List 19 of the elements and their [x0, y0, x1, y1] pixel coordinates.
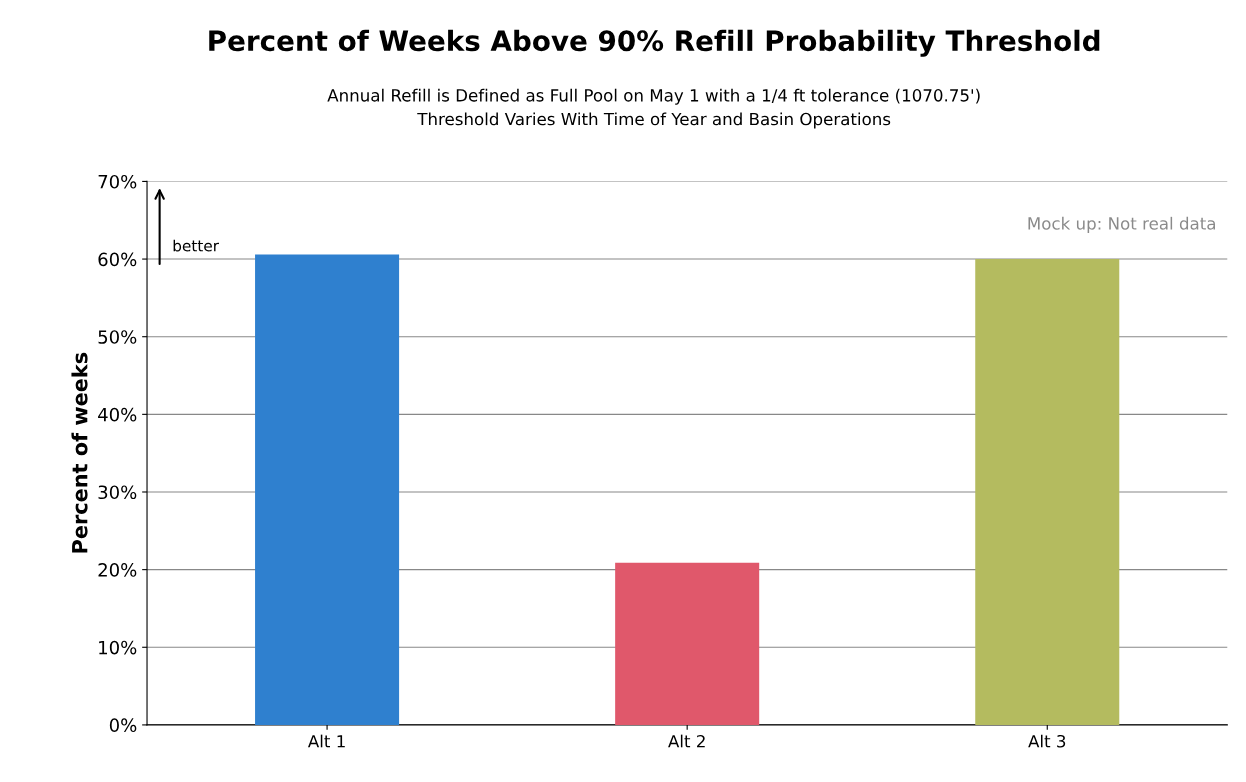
y-tick-label: 60%	[98, 252, 137, 267]
bar	[975, 259, 1120, 725]
x-tick-label: Alt 2	[668, 734, 705, 748]
y-tick-label: 50%	[98, 330, 137, 344]
y-tick-label: 70%	[98, 174, 137, 189]
x-tick-label: Alt 3	[1028, 734, 1066, 748]
y-tick-label: 20%	[98, 563, 137, 577]
annotation: Mock up: Not real data	[1028, 216, 1215, 233]
y-tick-label: 0%	[109, 718, 137, 733]
x-tick-label: Alt 1	[307, 734, 345, 748]
chart-title: Percent of Weeks Above 90% Refill Probability Threshold	[209, 29, 1100, 57]
y-tick-label: 30%	[98, 485, 137, 500]
bar	[255, 254, 400, 725]
bar	[615, 562, 760, 725]
chart-subtitle: Annual Refill is Defined as Full Pool on May 1 with a 1/4 ft tolerance (1070.75') Threshold Varies With Time of Year and Basin Operations	[327, 88, 980, 129]
annotation: better	[173, 239, 219, 252]
y-tick-label: 40%	[98, 407, 137, 422]
y-axis-title: Percent of weeks	[71, 352, 88, 553]
y-tick-label: 10%	[99, 640, 137, 655]
